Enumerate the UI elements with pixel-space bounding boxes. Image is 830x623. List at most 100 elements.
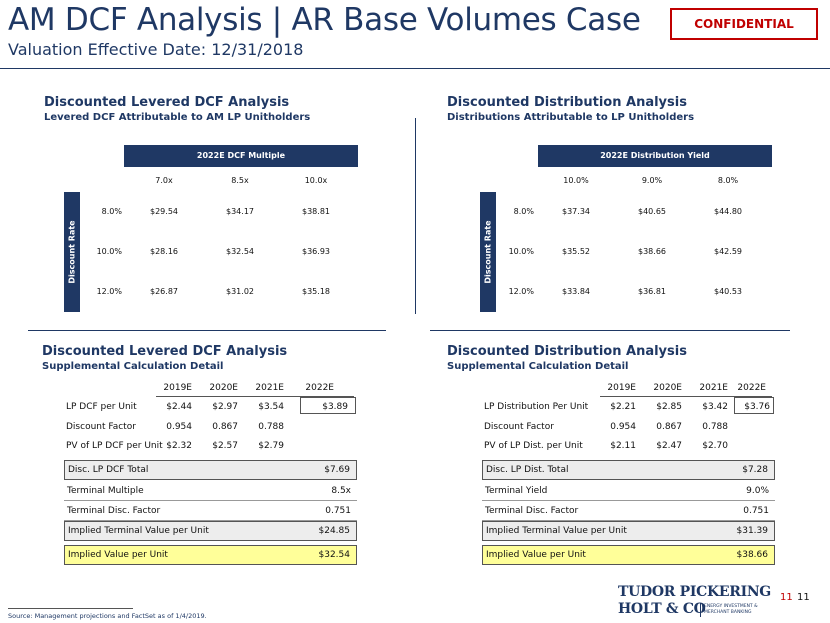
left-year-header: 2022E [305, 383, 334, 393]
left-row-value: 0.867 [212, 422, 238, 432]
right-row-label: PV of LP Dist. per Unit [484, 441, 583, 451]
right-year-header: 2021E [699, 383, 728, 393]
left-row-value: 0.788 [258, 422, 284, 432]
left-terminal-factor-label: Terminal Disc. Factor [67, 506, 161, 516]
right-row-label: Discount Factor [484, 422, 554, 432]
left-year-header: 2020E [209, 383, 238, 393]
right-cell: $38.66 [638, 247, 666, 256]
right-terminal-factor-value: 0.751 [743, 506, 769, 516]
right-terminal-value: 9.0% [746, 486, 769, 496]
right-terminal-label: Terminal Yield [485, 486, 548, 496]
section-divider-left [28, 330, 386, 331]
left-col-header: 7.0x [155, 176, 173, 185]
left-row-label: LP DCF per Unit [66, 402, 137, 412]
left-total-label: Disc. LP DCF Total [68, 465, 149, 475]
confidential-badge: CONFIDENTIAL [670, 8, 818, 40]
left-year-rule [156, 396, 354, 397]
logo-divider [700, 603, 701, 617]
left-terminal-year-box [300, 397, 356, 414]
logo-tagline-1: ENERGY INVESTMENT & [704, 604, 758, 609]
left-terminal-factor-value: 0.751 [325, 506, 351, 516]
source-footnote: Source: Management projections and FactS… [8, 612, 207, 620]
right-col-header: 9.0% [641, 176, 663, 185]
left-sensitivity-title: Discounted Levered DCF Analysis [44, 95, 290, 110]
right-row-rate: 8.0% [513, 207, 534, 216]
left-terminal-factor-row: Terminal Disc. Factor 0.751 [64, 502, 357, 521]
left-terminal-value: 8.5x [331, 486, 351, 496]
left-terminal-label: Terminal Multiple [67, 486, 144, 496]
right-year-header: 2020E [653, 383, 682, 393]
right-row-value: $3.76 [744, 402, 770, 412]
right-cell: $40.53 [714, 287, 742, 296]
left-total-row: Disc. LP DCF Total $7.69 [64, 460, 357, 480]
right-row-value: 0.788 [702, 422, 728, 432]
right-row-value: $2.85 [656, 402, 682, 412]
left-detail-subtitle: Supplemental Calculation Detail [42, 361, 224, 372]
left-implied-tv-value: $24.85 [318, 526, 351, 536]
right-sensitivity-header: 2022E Distribution Yield [538, 145, 772, 167]
panel-divider-vertical [415, 118, 416, 314]
left-sensitivity-header: 2022E DCF Multiple [124, 145, 358, 167]
header-divider [0, 68, 830, 69]
left-row-rate: 10.0% [96, 247, 122, 256]
right-row-value: $2.47 [656, 441, 682, 451]
left-cell: $36.93 [302, 247, 330, 256]
right-year-rule [600, 396, 772, 397]
right-terminal-year-box [734, 397, 774, 414]
left-row-value: $2.32 [166, 441, 192, 451]
left-row-label: Discount Factor [66, 422, 136, 432]
right-implied-value-label: Implied Value per Unit [486, 550, 586, 560]
left-col-header: 10.0x [304, 176, 328, 185]
right-detail-subtitle: Supplemental Calculation Detail [447, 361, 629, 372]
logo-tagline-2: MERCHANT BANKING [704, 610, 752, 615]
right-col-header: 10.0% [563, 176, 589, 185]
right-total-value: $7.28 [742, 465, 768, 475]
right-implied-tv-row: Implied Terminal Value per Unit $31.39 [482, 521, 775, 541]
right-col-header: 8.0% [717, 176, 739, 185]
right-row-rate: 10.0% [508, 247, 534, 256]
right-cell: $37.34 [562, 207, 590, 216]
left-implied-value-label: Implied Value per Unit [68, 550, 168, 560]
right-total-label: Disc. LP Dist. Total [486, 465, 569, 475]
right-row-value: $2.11 [610, 441, 636, 451]
left-implied-value-row: Implied Value per Unit $32.54 [64, 545, 357, 565]
left-sensitivity-subtitle: Levered DCF Attributable to AM LP Unitho… [44, 112, 311, 123]
left-row-value: $3.89 [322, 402, 348, 412]
logo-line-1: TUDOR PICKERING [618, 584, 771, 600]
left-year-header: 2021E [255, 383, 284, 393]
left-terminal-row: Terminal Multiple 8.5x [64, 482, 357, 501]
left-implied-tv-label: Implied Terminal Value per Unit [68, 526, 209, 536]
left-cell: $32.54 [226, 247, 254, 256]
right-terminal-row: Terminal Yield 9.0% [482, 482, 775, 501]
section-divider-right [430, 330, 790, 331]
left-detail-title: Discounted Levered DCF Analysis [42, 344, 288, 359]
right-detail-title: Discounted Distribution Analysis [447, 344, 687, 359]
left-cell: $26.87 [150, 287, 178, 296]
left-cell: $28.16 [150, 247, 178, 256]
right-cell: $35.52 [562, 247, 590, 256]
left-cell: $35.18 [302, 287, 330, 296]
right-total-row: Disc. LP Dist. Total $7.28 [482, 460, 775, 480]
left-year-header: 2019E [163, 383, 192, 393]
right-sensitivity-subtitle: Distributions Attributable to LP Unithol… [447, 112, 695, 123]
page-number-red: 11 [780, 592, 793, 603]
right-cell: $42.59 [714, 247, 742, 256]
left-cell: $29.54 [150, 207, 178, 216]
right-row-value: 0.954 [610, 422, 636, 432]
right-implied-value-value: $38.66 [736, 550, 769, 560]
right-row-value: $2.21 [610, 402, 636, 412]
right-cell: $40.65 [638, 207, 666, 216]
left-total-value: $7.69 [324, 465, 350, 475]
right-row-value: $2.70 [702, 441, 728, 451]
logo-line-2: HOLT & CO [618, 601, 706, 617]
left-cell: $38.81 [302, 207, 330, 216]
page-subtitle: Valuation Effective Date: 12/31/2018 [8, 40, 304, 59]
right-year-header: 2019E [607, 383, 636, 393]
page-number: 11 [797, 592, 810, 603]
right-sensitivity-title: Discounted Distribution Analysis [447, 95, 687, 110]
right-year-header: 2022E [737, 383, 766, 393]
left-row-rate: 8.0% [101, 207, 122, 216]
right-implied-value-row: Implied Value per Unit $38.66 [482, 545, 775, 565]
right-terminal-factor-row: Terminal Disc. Factor 0.751 [482, 502, 775, 521]
page-title: AM DCF Analysis | AR Base Volumes Case [8, 2, 641, 38]
